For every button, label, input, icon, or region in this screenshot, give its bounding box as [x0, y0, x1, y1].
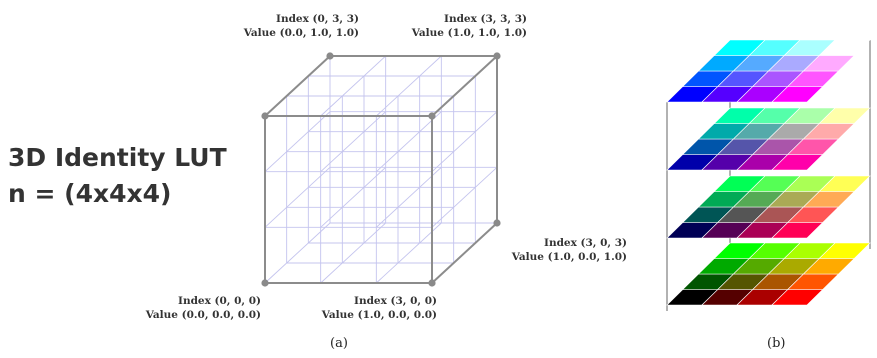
lut-layer: [666, 39, 871, 103]
corner-index: Index (0, 3, 3): [276, 13, 359, 25]
lut-layer: [666, 175, 871, 239]
grid-line: [431, 111, 498, 172]
corner-value: Value (0.0, 1.0, 1.0): [243, 27, 359, 39]
grid-line: [264, 222, 331, 284]
grid-line: [431, 167, 498, 228]
lut-title-line2: n = (4x4x4): [8, 179, 172, 208]
corner-index: Index (3, 0, 0): [354, 295, 437, 307]
cube-vertex: [493, 219, 501, 227]
grid-line: [320, 167, 386, 228]
lut-title-line1: 3D Identity LUT: [8, 143, 227, 172]
cube-vertex: [428, 279, 436, 287]
caption-b: (b): [767, 336, 786, 351]
corner-label-x-max: Index (3, 0, 0) Value (1.0, 0.0, 0.0): [322, 294, 437, 322]
cube-vertex: [493, 52, 501, 60]
corner-value: Value (1.0, 0.0, 1.0): [511, 251, 627, 263]
lut-layers: [666, 39, 871, 306]
cube-edges: [264, 55, 498, 284]
corner-label-top-back-right: Index (3, 3, 3) Value (1.0, 1.0, 1.0): [412, 12, 527, 40]
corner-value: Value (0.0, 0.0, 0.0): [145, 309, 261, 321]
grid-line: [264, 167, 331, 228]
lut-cell: [818, 107, 871, 124]
cube-vertex: [428, 112, 436, 120]
corner-index: Index (0, 0, 0): [178, 295, 261, 307]
cube-vertex: [261, 279, 269, 287]
lut-layer: [666, 242, 871, 306]
corner-value: Value (1.0, 0.0, 0.0): [321, 309, 437, 321]
cube-edge: [431, 222, 498, 284]
lut-cell: [818, 175, 871, 192]
grid-line: [376, 111, 442, 172]
corner-index: Index (3, 3, 3): [444, 13, 527, 25]
grid-line: [376, 222, 442, 284]
corner-label-right-back-bottom: Index (3, 0, 3) Value (1.0, 0.0, 1.0): [512, 236, 627, 264]
grid-line: [376, 55, 442, 117]
corner-label-top-back-left: Index (0, 3, 3) Value (0.0, 1.0, 1.0): [244, 12, 359, 40]
cube-vertex: [326, 52, 334, 60]
lut-layer: [666, 107, 871, 171]
cube-edge: [431, 55, 498, 117]
cube-vertex: [261, 112, 269, 120]
grid-line: [320, 222, 386, 284]
grid-line: [320, 55, 386, 117]
corner-index: Index (3, 0, 3): [544, 237, 627, 249]
grid-line: [376, 167, 442, 228]
lut-cell: [818, 39, 871, 56]
lut-cell: [818, 242, 871, 259]
grid-line: [320, 111, 386, 172]
caption-a: (a): [330, 336, 348, 351]
corner-value: Value (1.0, 1.0, 1.0): [411, 27, 527, 39]
cube-vertices: [261, 52, 501, 287]
grid-line: [264, 111, 331, 172]
cube-edge: [264, 55, 331, 117]
corner-label-origin: Index (0, 0, 0) Value (0.0, 0.0, 0.0): [146, 294, 261, 322]
